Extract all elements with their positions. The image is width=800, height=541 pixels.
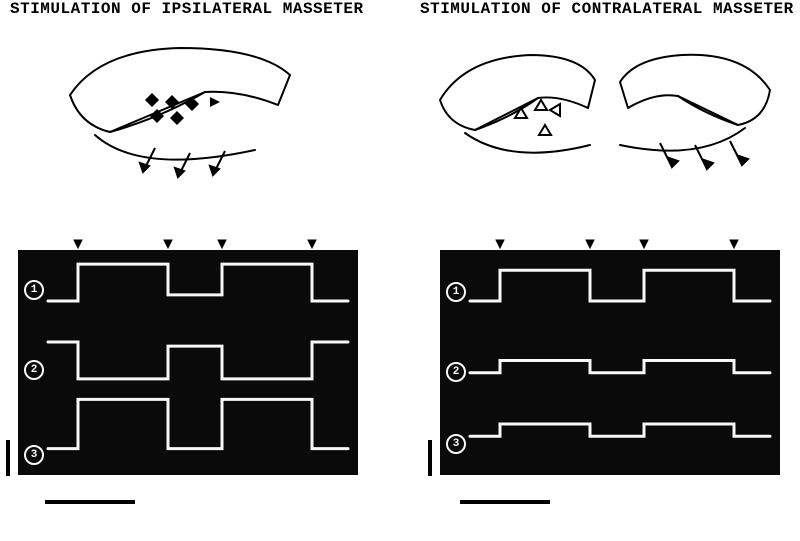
diagram-left (10, 30, 390, 200)
trace-label-1r: 1 (446, 282, 466, 302)
trace-label-3: 3 (24, 445, 44, 465)
pointer-arrowhead (210, 97, 220, 107)
trace-label-2r: 2 (446, 362, 466, 382)
cal-hbar-left (45, 500, 135, 504)
panel-title-left: Stimulation of Ipsilateral Masseter (10, 0, 390, 18)
scope-svg-left (18, 250, 358, 475)
oscilloscope-left: 1 2 3 (18, 250, 358, 475)
trace-label-2: 2 (24, 360, 44, 380)
trace-label-3r: 3 (446, 434, 466, 454)
mandible-drawing-right (420, 30, 790, 200)
cal-vbar-right (428, 440, 432, 476)
cal-hbar-right (460, 500, 550, 504)
force-arrows-left (140, 148, 225, 177)
trace-label-1: 1 (24, 280, 44, 300)
panel-ipsilateral: Stimulation of Ipsilateral Masseter (10, 0, 390, 18)
oscilloscope-right: 1 2 3 (440, 250, 780, 475)
scope-svg-right (440, 250, 780, 475)
mandible-drawing-left (10, 30, 390, 200)
force-arrows-right (660, 141, 748, 169)
panel-contralateral: Stimulation of Contralateral Masseter (420, 0, 790, 18)
cal-vbar-left (6, 440, 10, 476)
diagram-right (420, 30, 790, 200)
panel-title-right: Stimulation of Contralateral Masseter (420, 0, 790, 18)
